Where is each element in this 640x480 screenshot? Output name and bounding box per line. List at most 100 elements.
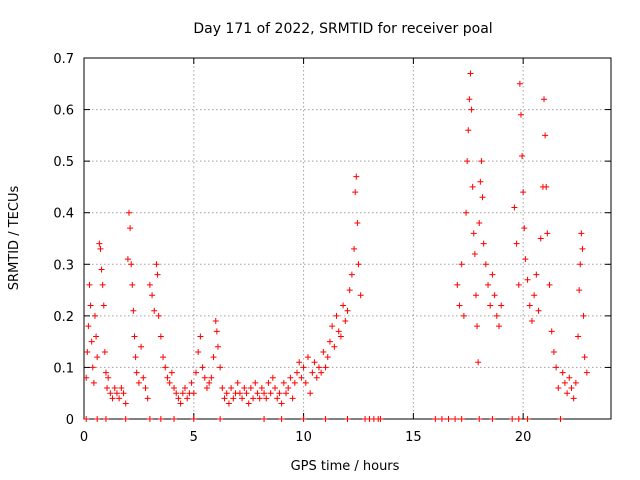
data-point bbox=[322, 364, 329, 371]
data-point bbox=[168, 369, 175, 376]
data-point bbox=[107, 390, 114, 397]
data-point bbox=[489, 271, 496, 278]
data-point bbox=[88, 338, 95, 345]
data-point bbox=[287, 374, 294, 381]
x-tick-label: 10 bbox=[295, 430, 312, 445]
data-point bbox=[354, 220, 361, 227]
data-point bbox=[162, 364, 169, 371]
data-point bbox=[300, 416, 307, 422]
data-point bbox=[94, 416, 101, 422]
data-point bbox=[243, 390, 250, 397]
data-point bbox=[509, 416, 516, 422]
y-tick-label: 0.2 bbox=[53, 310, 74, 325]
data-point bbox=[104, 385, 111, 392]
data-point bbox=[541, 96, 548, 103]
data-point bbox=[93, 333, 100, 340]
data-point bbox=[458, 416, 465, 422]
data-point bbox=[522, 256, 529, 263]
data-point bbox=[579, 245, 586, 252]
data-point bbox=[581, 354, 588, 361]
data-point bbox=[313, 374, 320, 381]
data-point bbox=[278, 416, 285, 422]
data-point bbox=[263, 395, 270, 402]
data-point bbox=[236, 390, 243, 397]
data-point bbox=[144, 395, 151, 402]
data-point bbox=[576, 287, 583, 294]
data-point bbox=[580, 312, 587, 319]
data-point bbox=[133, 369, 140, 376]
data-point bbox=[113, 390, 120, 397]
data-point bbox=[94, 354, 101, 361]
data-point bbox=[225, 400, 232, 407]
data-point bbox=[97, 245, 104, 252]
data-point bbox=[261, 416, 268, 422]
data-point bbox=[521, 225, 528, 232]
data-point bbox=[155, 312, 162, 319]
data-point bbox=[513, 240, 520, 247]
data-point bbox=[127, 225, 134, 232]
data-point bbox=[542, 132, 549, 139]
data-point bbox=[206, 379, 213, 386]
data-point bbox=[111, 385, 118, 392]
data-point bbox=[199, 364, 206, 371]
data-point bbox=[146, 281, 153, 288]
data-point bbox=[491, 292, 498, 299]
data-point bbox=[537, 235, 544, 242]
data-point bbox=[517, 111, 524, 118]
data-point bbox=[493, 312, 500, 319]
data-point bbox=[138, 343, 145, 350]
y-tick-label: 0.7 bbox=[53, 52, 74, 67]
data-point bbox=[223, 390, 230, 397]
data-point bbox=[543, 183, 550, 190]
data-point bbox=[476, 220, 483, 227]
data-point bbox=[228, 385, 235, 392]
data-point bbox=[124, 256, 131, 263]
data-point bbox=[480, 240, 487, 247]
data-point bbox=[101, 348, 108, 355]
data-point bbox=[142, 385, 149, 392]
data-point bbox=[87, 302, 94, 309]
y-tick-label: 0.6 bbox=[53, 104, 74, 119]
data-point bbox=[102, 416, 109, 422]
data-point bbox=[335, 328, 342, 335]
data-point bbox=[120, 390, 127, 397]
y-tick-label: 0 bbox=[66, 413, 74, 428]
data-point bbox=[550, 348, 557, 355]
data-point bbox=[171, 385, 178, 392]
data-point bbox=[153, 261, 160, 268]
data-point bbox=[171, 416, 178, 422]
y-tick-label: 0.5 bbox=[53, 155, 74, 170]
data-point bbox=[355, 261, 362, 268]
data-point bbox=[272, 385, 279, 392]
data-point bbox=[302, 379, 309, 386]
data-point bbox=[496, 323, 503, 330]
data-point bbox=[217, 416, 224, 422]
data-point bbox=[498, 302, 505, 309]
data-point bbox=[296, 359, 303, 366]
data-point bbox=[109, 395, 116, 402]
data-point bbox=[307, 390, 314, 397]
data-point bbox=[557, 416, 564, 422]
data-point bbox=[309, 369, 316, 376]
data-point bbox=[487, 302, 494, 309]
data-point bbox=[583, 369, 590, 376]
data-point bbox=[471, 250, 478, 257]
data-point bbox=[245, 400, 252, 407]
data-point bbox=[190, 390, 197, 397]
data-point bbox=[304, 354, 311, 361]
data-point bbox=[478, 158, 485, 165]
data-point bbox=[467, 70, 474, 77]
x-tick-label: 15 bbox=[405, 430, 422, 445]
data-point bbox=[99, 281, 106, 288]
data-point bbox=[210, 354, 217, 361]
data-point bbox=[528, 318, 535, 325]
data-point bbox=[128, 261, 135, 268]
data-point bbox=[269, 374, 276, 381]
data-point bbox=[533, 271, 540, 278]
data-point bbox=[489, 416, 496, 422]
data-point bbox=[344, 307, 351, 314]
data-point bbox=[515, 281, 522, 288]
data-point bbox=[291, 379, 298, 386]
data-point bbox=[179, 390, 186, 397]
data-point bbox=[318, 369, 325, 376]
